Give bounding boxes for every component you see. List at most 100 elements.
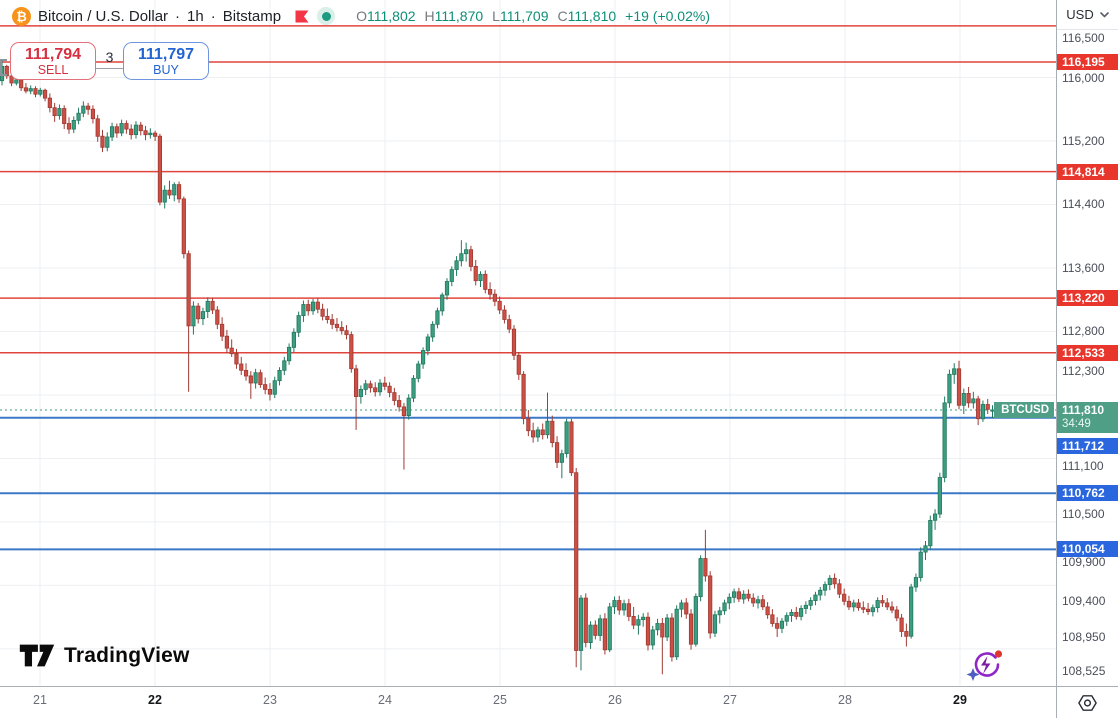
- candle-body: [349, 334, 354, 370]
- candle-body: [703, 558, 708, 577]
- candle-body: [880, 600, 885, 604]
- candle-body: [607, 606, 612, 651]
- candle-body: [401, 406, 407, 416]
- buy-button[interactable]: 111,797 BUY: [123, 42, 209, 80]
- candlestick-chart[interactable]: [0, 0, 1056, 686]
- candle-body: [593, 624, 598, 636]
- candle-body: [526, 418, 531, 432]
- chart-pane[interactable]: ₿ Bitcoin / U.S. Dollar · 1h · Bitstamp …: [0, 0, 1056, 686]
- candle-body: [736, 591, 741, 600]
- symbol-legend[interactable]: ₿ Bitcoin / U.S. Dollar · 1h · Bitstamp …: [12, 4, 710, 28]
- candle-body: [932, 513, 938, 521]
- candle-body: [263, 384, 268, 390]
- candle-body: [42, 89, 48, 99]
- candle-body: [760, 599, 765, 608]
- currency-dropdown[interactable]: USD: [1057, 0, 1118, 30]
- candle-body: [789, 612, 794, 617]
- candle-body: [688, 613, 694, 645]
- price-axis-label: 116,000: [1057, 70, 1118, 86]
- candle-body: [626, 603, 631, 617]
- price-axis[interactable]: 116,500 116,000 115,200 114,400 113,600 112,8…: [1056, 0, 1118, 686]
- ohlc-legend: O111,802 H111,870 L111,709 C111,810: [356, 8, 616, 24]
- candle-body: [813, 594, 818, 601]
- candle-body: [755, 599, 761, 604]
- candle-body: [114, 126, 119, 134]
- candle-body: [301, 304, 306, 317]
- candle-body: [14, 79, 19, 84]
- candle-body: [277, 369, 282, 382]
- candle-body: [684, 602, 689, 615]
- candle-body: [153, 132, 158, 137]
- candle-body: [741, 593, 746, 600]
- candle-body: [693, 596, 698, 645]
- candle-body: [196, 305, 201, 320]
- price-axis-label: 108,525: [1057, 663, 1118, 679]
- symbol-title[interactable]: Bitcoin / U.S. Dollar: [38, 7, 169, 25]
- candle-body: [487, 288, 493, 295]
- candle-body: [373, 387, 378, 393]
- candle-body: [47, 97, 52, 108]
- candle-body: [516, 354, 521, 375]
- candle-body: [33, 88, 38, 95]
- candle-body: [674, 608, 679, 658]
- candle-body: [363, 383, 368, 390]
- time-axis[interactable]: 21 22 23 24 25 26 27 28 29: [0, 686, 1118, 718]
- candle-body: [23, 87, 29, 92]
- candle-body: [459, 253, 464, 262]
- candle-body: [918, 551, 923, 578]
- candle-body: [507, 319, 512, 330]
- candle-body: [535, 429, 541, 438]
- candle-body: [717, 610, 722, 616]
- exchange-label[interactable]: Bitstamp: [222, 7, 282, 25]
- current-price-label: 111,810 34:49: [1057, 402, 1118, 433]
- interval-label[interactable]: 1h: [187, 7, 204, 25]
- buy-price: 111,797: [137, 46, 195, 63]
- candle-body: [923, 545, 928, 553]
- time-axis-label: 23: [263, 693, 277, 707]
- candle-body: [952, 368, 957, 375]
- candle-body: [411, 377, 416, 399]
- candle-body: [861, 607, 866, 610]
- sell-button[interactable]: 111,794 SELL: [10, 42, 96, 80]
- candle-body: [928, 520, 933, 547]
- candle-body: [870, 607, 875, 613]
- support-price-label: 110,054: [1057, 541, 1118, 557]
- candle-body: [397, 400, 402, 408]
- candle-body: [133, 124, 139, 135]
- ai-assistant-icon[interactable]: [966, 646, 1006, 684]
- candle-body: [253, 372, 258, 384]
- candle-body: [186, 253, 191, 327]
- candle-body: [387, 385, 392, 393]
- candle-body: [617, 600, 622, 611]
- candle-body: [86, 105, 91, 110]
- candle-body: [904, 631, 909, 637]
- price-axis-label: 112,800: [1057, 323, 1118, 339]
- flag-icon[interactable]: [294, 9, 310, 24]
- candle-body: [344, 330, 349, 336]
- candle-body: [621, 603, 627, 611]
- candle-body: [971, 398, 976, 404]
- gear-icon: [1078, 695, 1097, 711]
- candle-body: [105, 136, 110, 148]
- candle-body: [181, 198, 186, 255]
- candle-body: [258, 372, 263, 386]
- ohlc-item: L111,709: [492, 8, 549, 24]
- time-axis-label: 26: [608, 693, 622, 707]
- market-status-icon[interactable]: [317, 7, 336, 25]
- candle-body: [167, 189, 172, 196]
- candle-body: [937, 477, 942, 515]
- candle-body: [339, 327, 344, 332]
- chevron-down-icon: [1099, 11, 1109, 18]
- candle-body: [286, 346, 292, 362]
- candle-body: [353, 368, 359, 397]
- candle-body: [119, 123, 124, 134]
- candle-body: [320, 308, 325, 317]
- candle-body: [162, 189, 167, 203]
- candle-body: [62, 108, 67, 125]
- axis-settings-corner[interactable]: [1056, 687, 1118, 718]
- candle-body: [430, 323, 435, 338]
- tradingview-logo[interactable]: TradingView: [18, 642, 190, 669]
- price-axis-label: 113,600: [1057, 260, 1118, 276]
- ohlc-item: O111,802: [356, 8, 416, 24]
